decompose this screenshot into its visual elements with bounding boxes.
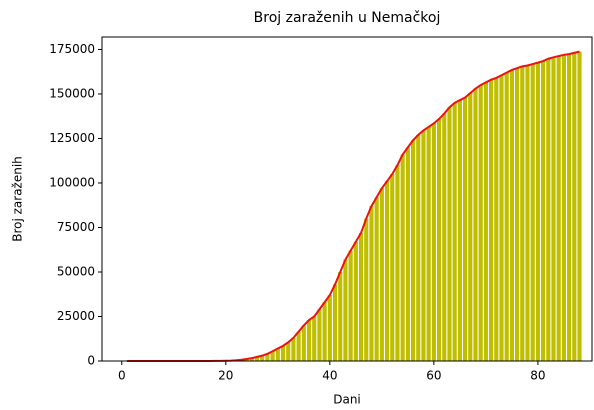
- bar: [306, 320, 312, 361]
- plot-frame: [101, 36, 593, 362]
- bar: [296, 331, 301, 361]
- bar: [447, 107, 452, 361]
- bar: [416, 134, 421, 361]
- bar: [421, 130, 426, 361]
- bar: [400, 154, 405, 361]
- bar: [478, 85, 483, 362]
- bar: [426, 126, 431, 362]
- x-tick-label: 80: [530, 369, 545, 383]
- y-tick-label: 75000: [57, 220, 95, 234]
- bar: [291, 337, 296, 361]
- bar: [405, 147, 410, 361]
- bar: [390, 174, 395, 361]
- bar: [384, 181, 390, 361]
- bar: [483, 82, 488, 362]
- bar: [374, 197, 379, 361]
- bar: [504, 72, 509, 361]
- bar: [457, 100, 462, 361]
- bar: [254, 356, 260, 361]
- bar: [369, 206, 374, 361]
- y-axis-label: Broj zaraženih: [11, 156, 25, 242]
- bar: [286, 342, 291, 361]
- bar: [556, 56, 561, 362]
- bar: [322, 302, 327, 361]
- x-tick-label: 0: [118, 369, 126, 383]
- bar: [499, 75, 504, 362]
- y-tick-label: 175000: [49, 42, 95, 56]
- bar: [410, 140, 416, 361]
- bar: [395, 165, 400, 361]
- bar: [541, 61, 546, 362]
- x-tick-label: 40: [322, 369, 337, 383]
- bar: [327, 295, 332, 361]
- bar: [275, 348, 280, 361]
- x-tick-label: 60: [426, 369, 441, 383]
- y-tick-label: 125000: [49, 131, 95, 145]
- bar: [436, 118, 442, 361]
- bar: [561, 54, 566, 362]
- y-tick-label: 50000: [57, 264, 95, 278]
- bar: [546, 58, 551, 361]
- bar: [249, 358, 254, 361]
- bar: [348, 250, 353, 361]
- bar: [577, 51, 582, 361]
- bar: [567, 54, 572, 361]
- bar: [509, 69, 514, 361]
- bar: [489, 79, 494, 361]
- chart-title: Broj zaraženih u Nemačkoj: [254, 10, 441, 26]
- x-tick-label: 20: [218, 369, 233, 383]
- bar: [442, 113, 447, 361]
- bar: [332, 284, 338, 361]
- bar: [260, 355, 265, 361]
- bar: [468, 93, 473, 362]
- bar: [535, 62, 540, 362]
- bar: [270, 351, 275, 361]
- bar: [338, 271, 343, 361]
- x-axis-label: Dani: [333, 393, 361, 407]
- bar: [515, 68, 520, 362]
- bar: [343, 259, 348, 361]
- y-tick-label: 150000: [49, 86, 95, 100]
- bar: [312, 316, 317, 361]
- bar: [530, 64, 535, 362]
- bar: [364, 218, 369, 361]
- bar: [525, 65, 530, 361]
- bar: [265, 353, 270, 361]
- bar: [462, 97, 468, 362]
- bar: [358, 232, 364, 361]
- y-tick-label: 0: [87, 354, 95, 368]
- bar: [301, 325, 306, 361]
- bar: [494, 77, 499, 361]
- bar: [520, 66, 525, 361]
- bar: [551, 57, 556, 362]
- bar: [353, 241, 358, 361]
- bar: [280, 345, 286, 361]
- bar: [452, 102, 457, 361]
- y-tick-label: 100000: [49, 175, 95, 189]
- bar: [379, 188, 384, 361]
- y-tick-label: 25000: [57, 309, 95, 323]
- bar: [572, 52, 577, 361]
- bar: [317, 309, 322, 361]
- bar: [431, 123, 436, 361]
- bar: [473, 88, 478, 361]
